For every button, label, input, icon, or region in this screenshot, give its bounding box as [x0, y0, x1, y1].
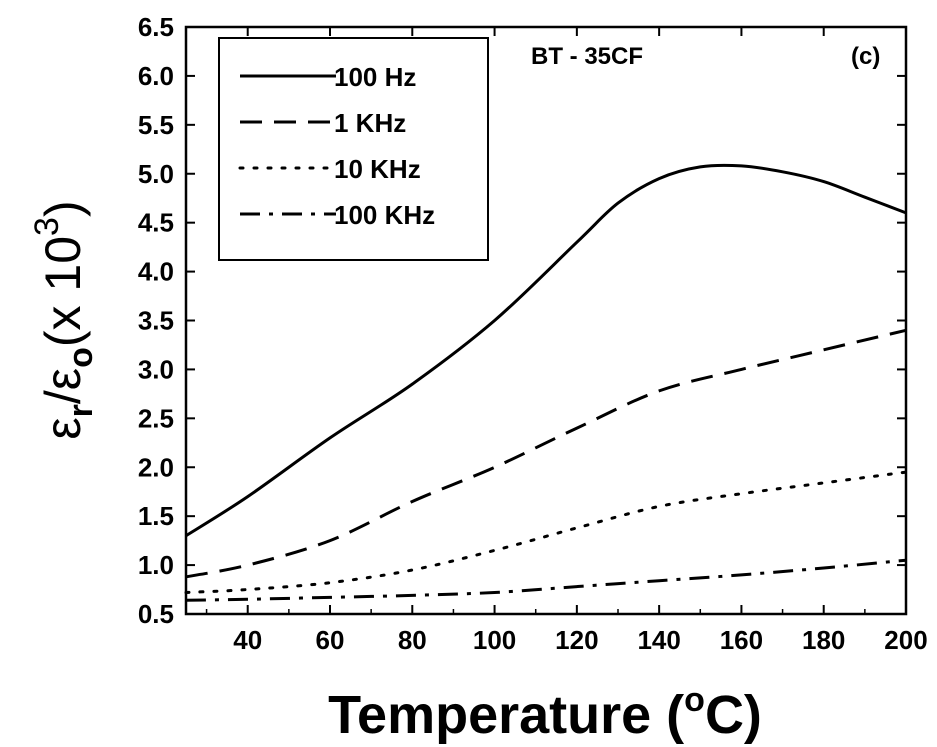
y-tick-label: 6.5 — [138, 12, 174, 42]
y-title-eps-r: ε — [35, 417, 91, 439]
legend: 100 Hz 1 KHz 10 KHz 100 KHz — [218, 37, 489, 261]
legend-label-1: 100 Hz — [334, 62, 416, 92]
y-tick-label: 1.5 — [138, 501, 174, 531]
x-tick-label: 40 — [233, 625, 262, 655]
x-tick-label: 160 — [720, 625, 763, 655]
y-tick-label: 5.0 — [138, 159, 174, 189]
x-tick-label: 80 — [398, 625, 427, 655]
series-line-1 — [185, 163, 907, 537]
x-tick-label: 60 — [316, 625, 345, 655]
x-tick-label: 140 — [637, 625, 680, 655]
series-line-2 — [185, 328, 907, 579]
y-tick-label: 2.0 — [138, 452, 174, 482]
y-tick-label: 2.5 — [138, 403, 174, 433]
y-tick-label: 4.0 — [138, 257, 174, 287]
x-tick-label: 200 — [884, 625, 927, 655]
y-title-slash: / — [35, 390, 91, 404]
series-line-3 — [184, 470, 908, 594]
legend-label-4: 100 KHz — [334, 200, 435, 230]
y-tick-label: 3.0 — [138, 354, 174, 384]
x-tick-label: 180 — [802, 625, 845, 655]
y-title-close: ) — [35, 200, 91, 217]
y-title-sub-r: r — [62, 404, 100, 417]
y-title-sub-o: o — [62, 347, 100, 368]
x-axis-title-prefix: Temperature ( — [328, 685, 684, 745]
y-axis-title: εr/εo(x 103) — [28, 200, 100, 439]
y-title-sup: 3 — [28, 217, 66, 236]
y-tick-label: 1.0 — [138, 550, 174, 580]
legend-items: 100 Hz 1 KHz 10 KHz 100 KHz — [238, 62, 435, 230]
x-axis-title-sup: o — [684, 681, 705, 719]
series-line-4 — [185, 558, 907, 602]
plot-content — [184, 163, 908, 602]
y-title-rest: (x 10 — [35, 236, 91, 347]
x-axis-title: Temperature (oC) — [328, 681, 762, 745]
y-tick-label: 5.5 — [138, 110, 174, 140]
x-tick-label: 100 — [473, 625, 516, 655]
sample-annotation: BT - 35CF — [531, 43, 643, 70]
x-axis-title-suffix: C) — [705, 685, 762, 745]
panel-annotation: (c) — [851, 43, 880, 70]
legend-label-2: 1 KHz — [334, 108, 406, 138]
y-tick-label: 6.0 — [138, 61, 174, 91]
y-tick-label: 0.5 — [138, 599, 174, 629]
legend-label-3: 10 KHz — [334, 154, 421, 184]
x-tick-label: 120 — [555, 625, 598, 655]
y-tick-label: 3.5 — [138, 306, 174, 336]
y-tick-label: 4.5 — [138, 208, 174, 238]
axes-layer: 40 60 80 100 120 140 160 180 200 0.5 1.0 1.5 2.0 2.5 3… — [138, 12, 928, 655]
y-title-eps-o: ε — [35, 368, 91, 390]
